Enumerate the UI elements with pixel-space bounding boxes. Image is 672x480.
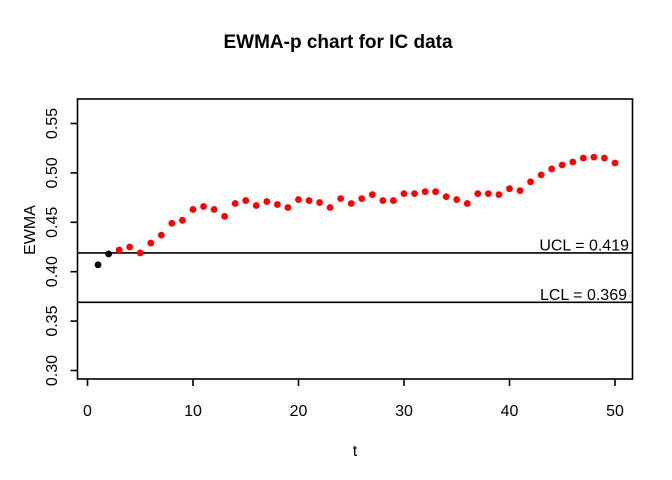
ewma-point [168, 219, 176, 227]
x-tick-label: 40 [501, 403, 519, 420]
ewma-point [537, 171, 545, 179]
y-tick-label: 0.30 [44, 355, 61, 386]
x-tick-label: 0 [83, 403, 92, 420]
ewma-point [358, 195, 366, 202]
ewma-point [463, 200, 471, 207]
x-tick-label: 10 [184, 403, 202, 420]
ewma-point [379, 197, 387, 204]
ewma-point [400, 190, 408, 198]
chart-title: EWMA-p chart for IC data [223, 32, 452, 53]
ewma-point [157, 231, 165, 239]
ewma-point [252, 202, 260, 209]
ewma-point [548, 165, 556, 173]
ewma-point [611, 159, 619, 167]
ewma-point [474, 190, 482, 198]
ewma-point [569, 158, 577, 166]
ewma-point [453, 196, 461, 203]
ewma-point [284, 204, 292, 211]
x-axis-title: t [353, 443, 358, 460]
ewma-point [495, 191, 503, 199]
ewma-point [347, 200, 355, 207]
ewma-point [432, 188, 440, 196]
y-tick-label: 0.35 [44, 305, 61, 336]
ewma-point [263, 198, 271, 205]
plot-box [76, 98, 634, 380]
ewma-point [179, 216, 186, 224]
y-tick-label: 0.50 [44, 157, 61, 188]
ewma-point [316, 199, 323, 206]
ewma-point [411, 190, 418, 198]
ewma-point [94, 261, 102, 269]
y-tick-label: 0.55 [44, 108, 61, 139]
ewma-point [558, 161, 566, 169]
ewma-point [326, 204, 334, 211]
y-axis-title: EWMA [22, 205, 39, 255]
ewma-point [200, 203, 207, 210]
ewma-point [337, 195, 345, 202]
ewma-point [136, 249, 144, 257]
x-tick-label: 20 [290, 403, 308, 420]
ewma-point [390, 197, 397, 204]
x-tick-label: 50 [606, 403, 624, 420]
ewma-point [295, 196, 302, 203]
lcl-label: LCL = 0.369 [540, 287, 627, 304]
axes: 0 10 20 30 40 50 0.30 0.35 0.40 0.45 0.50 0.55 [44, 98, 634, 420]
ewma-point [147, 239, 155, 247]
ewma-point [442, 193, 450, 201]
ewma-point [590, 153, 598, 161]
ewma-point [368, 191, 376, 199]
ewma-point [516, 187, 524, 195]
ewma-point [115, 246, 123, 254]
control-limit-lines [77, 252, 633, 304]
ewma-point [601, 154, 608, 162]
ewma-point [242, 197, 250, 204]
ewma-point [189, 206, 197, 213]
ewma-point [305, 197, 313, 204]
ewma-point [506, 185, 513, 193]
ewma-point [105, 250, 112, 258]
y-tick-label: 0.45 [44, 207, 61, 238]
ewma-point [210, 206, 218, 213]
y-tick-label: 0.40 [44, 256, 61, 287]
ewma-point [485, 190, 492, 198]
ucl-label: UCL = 0.419 [539, 238, 629, 255]
ewma-point [126, 243, 134, 251]
ewma-point [527, 178, 534, 186]
ewma-point [421, 188, 429, 196]
data-points [94, 153, 619, 269]
ewma-point [274, 201, 281, 208]
ewma-point [221, 212, 229, 220]
ewma-point [231, 200, 239, 207]
x-tick-label: 30 [395, 403, 413, 420]
ewma-point [579, 154, 587, 162]
